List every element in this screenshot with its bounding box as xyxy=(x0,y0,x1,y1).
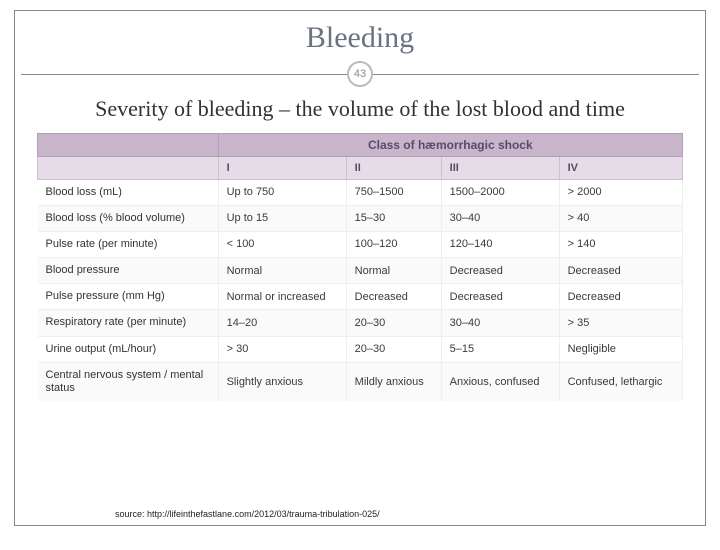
slide-frame: Bleeding 43 Severity of bleeding – the v… xyxy=(14,10,706,526)
table-rowhead-blank xyxy=(38,156,219,179)
source-citation: source: http://lifeinthefastlane.com/201… xyxy=(115,509,380,519)
cell: Decreased xyxy=(441,284,559,310)
cell: Normal xyxy=(218,258,346,284)
cell: Slightly anxious xyxy=(218,362,346,401)
col-header: IV xyxy=(559,156,682,179)
cell: Up to 15 xyxy=(218,205,346,231)
cell: 14–20 xyxy=(218,310,346,336)
cell: Negligible xyxy=(559,336,682,362)
col-header: II xyxy=(346,156,441,179)
table-corner-blank xyxy=(38,133,219,156)
row-label: Pulse rate (per minute) xyxy=(38,231,219,257)
row-label: Respiratory rate (per minute) xyxy=(38,310,219,336)
row-label: Urine output (mL/hour) xyxy=(38,336,219,362)
row-label: Blood loss (mL) xyxy=(38,179,219,205)
cell: Confused, lethargic xyxy=(559,362,682,401)
table-column-row: I II III IV xyxy=(38,156,683,179)
cell: 120–140 xyxy=(441,231,559,257)
cell: Decreased xyxy=(441,258,559,284)
cell: Normal or increased xyxy=(218,284,346,310)
cell: 20–30 xyxy=(346,336,441,362)
cell: Anxious, confused xyxy=(441,362,559,401)
cell: 100–120 xyxy=(346,231,441,257)
col-header: I xyxy=(218,156,346,179)
table-container: Class of hæmorrhagic shock I II III IV B… xyxy=(37,133,683,402)
row-label: Central nervous system / mental status xyxy=(38,362,219,401)
cell: Decreased xyxy=(559,284,682,310)
slide-title: Bleeding xyxy=(15,11,705,61)
row-label: Blood loss (% blood volume) xyxy=(38,205,219,231)
col-header: III xyxy=(441,156,559,179)
row-label: Pulse pressure (mm Hg) xyxy=(38,284,219,310)
table-row: Central nervous system / mental statusSl… xyxy=(38,362,683,401)
cell: 750–1500 xyxy=(346,179,441,205)
cell: Up to 750 xyxy=(218,179,346,205)
row-label: Blood pressure xyxy=(38,258,219,284)
cell: 1500–2000 xyxy=(441,179,559,205)
slide-number-badge: 43 xyxy=(347,61,373,87)
cell: > 2000 xyxy=(559,179,682,205)
cell: Decreased xyxy=(559,258,682,284)
table-body: Blood loss (mL)Up to 750750–15001500–200… xyxy=(38,179,683,401)
divider-row: 43 xyxy=(15,61,705,89)
slide-subtitle: Severity of bleeding – the volume of the… xyxy=(15,89,705,131)
shock-class-table: Class of hæmorrhagic shock I II III IV B… xyxy=(37,133,683,402)
table-row: Respiratory rate (per minute)14–2020–303… xyxy=(38,310,683,336)
cell: < 100 xyxy=(218,231,346,257)
cell: > 140 xyxy=(559,231,682,257)
table-header-span: Class of hæmorrhagic shock xyxy=(218,133,682,156)
table-row: Blood loss (% blood volume)Up to 1515–30… xyxy=(38,205,683,231)
table-row: Urine output (mL/hour)> 3020–305–15Negli… xyxy=(38,336,683,362)
cell: Mildly anxious xyxy=(346,362,441,401)
table-row: Pulse rate (per minute)< 100100–120120–1… xyxy=(38,231,683,257)
cell: 15–30 xyxy=(346,205,441,231)
cell: 5–15 xyxy=(441,336,559,362)
cell: 20–30 xyxy=(346,310,441,336)
cell: > 35 xyxy=(559,310,682,336)
table-row: Blood pressureNormalNormalDecreasedDecre… xyxy=(38,258,683,284)
cell: Normal xyxy=(346,258,441,284)
cell: 30–40 xyxy=(441,310,559,336)
table-row: Pulse pressure (mm Hg)Normal or increase… xyxy=(38,284,683,310)
cell: 30–40 xyxy=(441,205,559,231)
table-row: Blood loss (mL)Up to 750750–15001500–200… xyxy=(38,179,683,205)
cell: Decreased xyxy=(346,284,441,310)
cell: > 40 xyxy=(559,205,682,231)
cell: > 30 xyxy=(218,336,346,362)
